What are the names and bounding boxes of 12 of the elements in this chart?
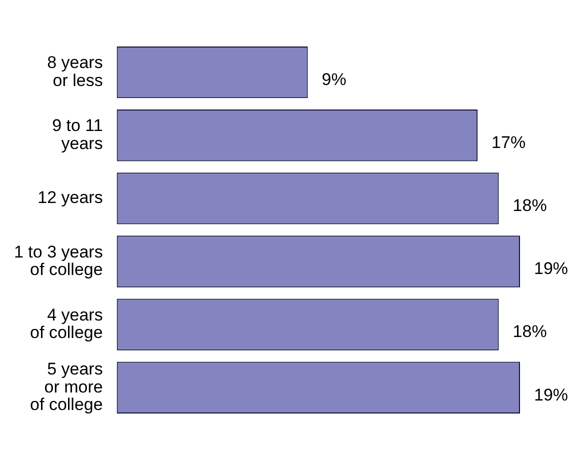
data-label: 19% xyxy=(534,385,568,404)
data-label: 17% xyxy=(492,133,526,152)
y-tick-label: 12 years xyxy=(38,188,103,208)
y-tick-label: 5 years or more of college xyxy=(30,359,103,414)
data-label: 9% xyxy=(322,70,346,89)
y-tick-label: 1 to 3 years of college xyxy=(14,242,103,280)
data-label: 19% xyxy=(534,259,568,278)
data-label: 18% xyxy=(512,322,547,342)
y-tick-label: 4 years of college xyxy=(30,305,103,342)
y-tick-label: 9 to 11 years xyxy=(52,116,103,153)
data-label: 18% xyxy=(512,196,547,216)
y-tick-label: 8 years or less xyxy=(47,53,103,90)
